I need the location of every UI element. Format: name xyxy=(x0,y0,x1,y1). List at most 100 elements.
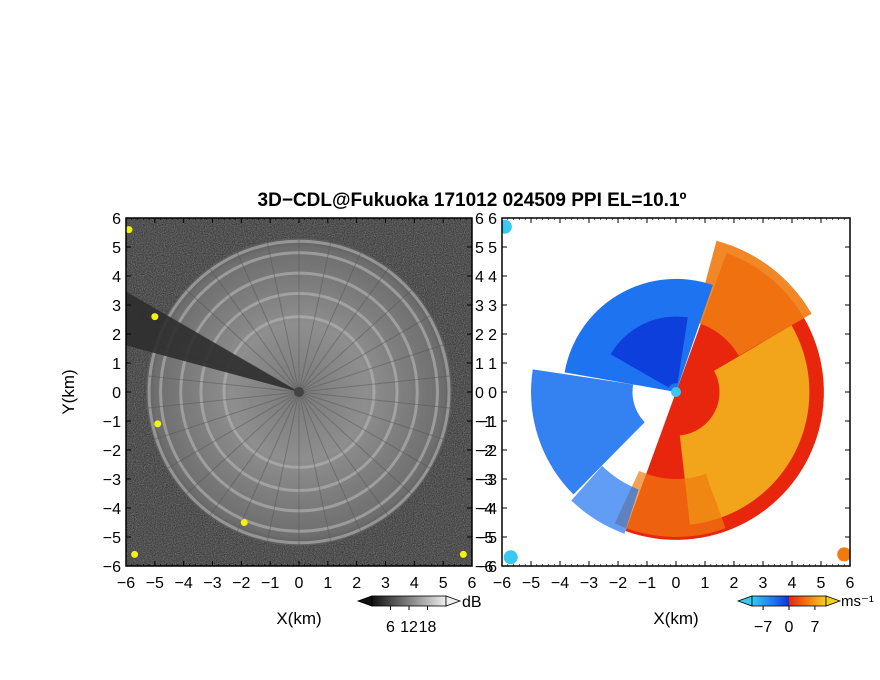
y-tick-label: 2 xyxy=(488,327,497,344)
x-tick-label: −2 xyxy=(232,575,250,592)
intensity-highlight xyxy=(131,550,139,558)
y-tick-label: −1 xyxy=(475,414,493,431)
velocity-colorbar-right-arrow xyxy=(825,595,842,607)
x-tick-label: 2 xyxy=(352,575,361,592)
velocity-colorbar-left-arrow xyxy=(736,595,753,607)
x-tick-label: 6 xyxy=(468,575,477,592)
colorbar-tick-label: 12 xyxy=(400,619,418,636)
y-tick-label: −6 xyxy=(479,559,497,576)
intensity-spoke xyxy=(266,241,300,393)
velocity-axis-ticks: −6 −5 −4 −3 −2 −1 0 1 2 3 4 5 6 −6 −5 −4 −3 −2 −1 0 1 2 3 4 5 6 xyxy=(479,211,855,592)
x-tick-label: 3 xyxy=(381,575,390,592)
velocity-colorbar-ticks: −7 0 7 xyxy=(754,606,819,636)
intensity-spoke xyxy=(208,391,300,517)
intensity-spoke xyxy=(236,251,300,393)
x-tick-label: 2 xyxy=(730,575,739,592)
x-tick-label: −6 xyxy=(117,575,135,592)
y-tick-label: 3 xyxy=(475,298,484,315)
velocity-colorbar-bar xyxy=(751,595,827,607)
velocity-colorbar: −7 0 7 ms⁻¹ xyxy=(736,593,874,636)
intensity-spoke xyxy=(298,375,452,393)
velocity-corner-speckle xyxy=(503,550,518,565)
x-tick-label: 0 xyxy=(672,575,681,592)
y-tick-label: 6 xyxy=(488,211,497,228)
x-tick-label: −5 xyxy=(146,575,164,592)
intensity-y-axis-label: Y(km) xyxy=(59,369,78,414)
intensity-spoke xyxy=(208,267,300,393)
y-tick-label: −4 xyxy=(479,501,497,518)
x-tick-label: 6 xyxy=(846,575,855,592)
intensity-spoke xyxy=(298,344,445,393)
intensity-spoke xyxy=(298,314,432,393)
y-tick-label: 1 xyxy=(488,356,497,373)
intensity-blocked-sector xyxy=(126,291,299,392)
y-tick-label: 3 xyxy=(112,298,121,315)
y-tick-label: 4 xyxy=(112,269,121,286)
intensity-colorbar-right-arrow xyxy=(445,595,462,607)
x-tick-label: −3 xyxy=(203,575,221,592)
velocity-strong-approaching-region xyxy=(610,316,688,388)
velocity-corner-speckle xyxy=(837,547,850,562)
y-tick-label: 4 xyxy=(488,269,497,286)
x-tick-label: 4 xyxy=(410,575,419,592)
y-tick-label: −3 xyxy=(103,472,121,489)
velocity-receding-outer-band xyxy=(694,240,812,356)
intensity-highlight xyxy=(126,226,133,234)
x-tick-label: −4 xyxy=(551,575,569,592)
intensity-spoke xyxy=(146,391,300,409)
chart-title: 3D−CDL@Fukuoka 171012 024509 PPI EL=10.1… xyxy=(258,190,687,211)
y-tick-label: 1 xyxy=(475,356,484,373)
y-tick-label: 0 xyxy=(112,385,121,402)
intensity-spoke xyxy=(298,391,432,470)
x-tick-label: 5 xyxy=(817,575,826,592)
y-tick-label: 6 xyxy=(112,211,121,228)
x-tick-label: 1 xyxy=(701,575,710,592)
intensity-colorbar: 6 12 18 dB xyxy=(356,594,482,636)
colorbar-tick-label: 7 xyxy=(810,619,819,636)
intensity-panel: −6 −5 −4 −3 −2 −1 0 1 2 3 4 5 6−6 −6−5 −5−4 −4−3 −3−2 −2−… xyxy=(59,211,493,628)
intensity-highlight xyxy=(151,313,159,321)
colorbar-tick-label: 0 xyxy=(785,619,794,636)
y-tick-label: −1 xyxy=(103,414,121,431)
x-tick-label: 5 xyxy=(439,575,448,592)
intensity-spoke xyxy=(153,391,300,440)
intensity-colorbar-unit: dB xyxy=(462,594,482,611)
velocity-approaching-edge xyxy=(571,465,639,534)
y-tick-label: −4 xyxy=(103,501,121,518)
intensity-colorbar-ticks: 6 12 18 xyxy=(386,606,437,636)
intensity-colorbar-bar xyxy=(371,595,447,607)
intensity-radar-center xyxy=(294,387,304,397)
velocity-x-axis-label: X(km) xyxy=(653,609,698,628)
x-tick-label: −1 xyxy=(261,575,279,592)
velocity-panel: −6 −5 −4 −3 −2 −1 0 1 2 3 4 5 6 −6 −5 −4 −3 −2 −1 0 1 2 3 4 5 6 X… xyxy=(479,211,855,628)
y-tick-label: −4 xyxy=(475,501,493,518)
intensity-spoke xyxy=(146,375,300,393)
y-tick-label: −2 xyxy=(475,443,493,460)
intensity-spoke xyxy=(298,391,362,533)
y-tick-label: −3 xyxy=(479,472,497,489)
colorbar-tick-label: −7 xyxy=(754,619,772,636)
velocity-corner-speckle xyxy=(502,219,512,234)
y-tick-label: −5 xyxy=(475,530,493,547)
intensity-spoke xyxy=(298,391,452,409)
intensity-highlight xyxy=(240,519,248,526)
velocity-echo xyxy=(502,219,850,565)
y-tick-label: 0 xyxy=(475,385,484,402)
x-tick-label: 1 xyxy=(323,575,332,592)
x-tick-label: −1 xyxy=(638,575,656,592)
intensity-axis-ticks: −6 −5 −4 −3 −2 −1 0 1 2 3 4 5 6−6 −6−5 −5−4 −4−3 −3−2 −2−… xyxy=(103,211,494,592)
x-tick-label: −5 xyxy=(522,575,540,592)
y-tick-label: 2 xyxy=(112,327,121,344)
x-tick-label: −4 xyxy=(175,575,193,592)
intensity-spoke xyxy=(298,251,362,393)
y-tick-label: −2 xyxy=(103,443,121,460)
intensity-spoke xyxy=(266,391,300,543)
intensity-highlight xyxy=(154,420,162,428)
intensity-spoke xyxy=(298,391,413,496)
intensity-highlight xyxy=(459,550,467,558)
y-tick-label: −5 xyxy=(103,530,121,547)
y-tick-label: 5 xyxy=(488,240,497,257)
intensity-spoke xyxy=(298,391,390,517)
x-tick-label: 3 xyxy=(759,575,768,592)
